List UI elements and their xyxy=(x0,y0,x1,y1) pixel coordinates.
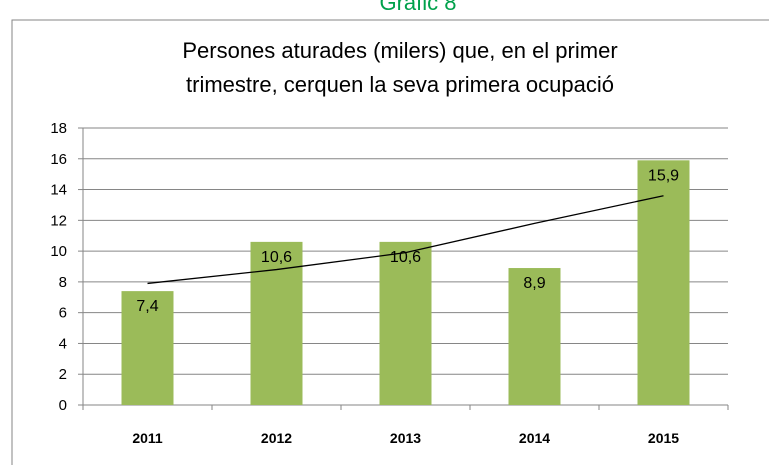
y-tick-label: 10 xyxy=(50,243,67,260)
x-tick-label: 2011 xyxy=(132,430,163,446)
x-tick-label: 2012 xyxy=(261,430,292,446)
y-tick-label: 18 xyxy=(50,120,67,137)
data-label: 10,6 xyxy=(390,249,421,266)
x-tick-label: 2013 xyxy=(390,430,421,446)
x-tick-label: 2015 xyxy=(648,430,679,446)
data-label: 15,9 xyxy=(648,167,679,184)
y-tick-label: 12 xyxy=(50,212,67,229)
y-tick-label: 14 xyxy=(50,182,67,199)
trendline xyxy=(147,195,664,285)
y-tick-label: 4 xyxy=(59,335,67,352)
y-tick-label: 0 xyxy=(59,397,67,414)
header: Gràfic 8 xyxy=(379,0,456,15)
y-tick-label: 8 xyxy=(59,274,67,291)
bar xyxy=(508,268,561,405)
bar xyxy=(379,241,432,405)
y-tick-label: 6 xyxy=(59,305,67,322)
chart-title: trimestre, cerquen la seva primera ocupa… xyxy=(186,72,614,97)
y-tick-label: 16 xyxy=(50,151,67,168)
data-label: 7,4 xyxy=(136,298,158,315)
bar xyxy=(250,241,303,405)
x-tick-label: 2014 xyxy=(519,430,550,446)
data-label: 10,6 xyxy=(261,249,292,266)
chart-title: Persones aturades (milers) que, en el pr… xyxy=(182,38,617,63)
data-label: 8,9 xyxy=(523,275,545,292)
y-tick-label: 2 xyxy=(59,366,67,383)
bar xyxy=(121,291,174,405)
bar xyxy=(637,160,690,405)
